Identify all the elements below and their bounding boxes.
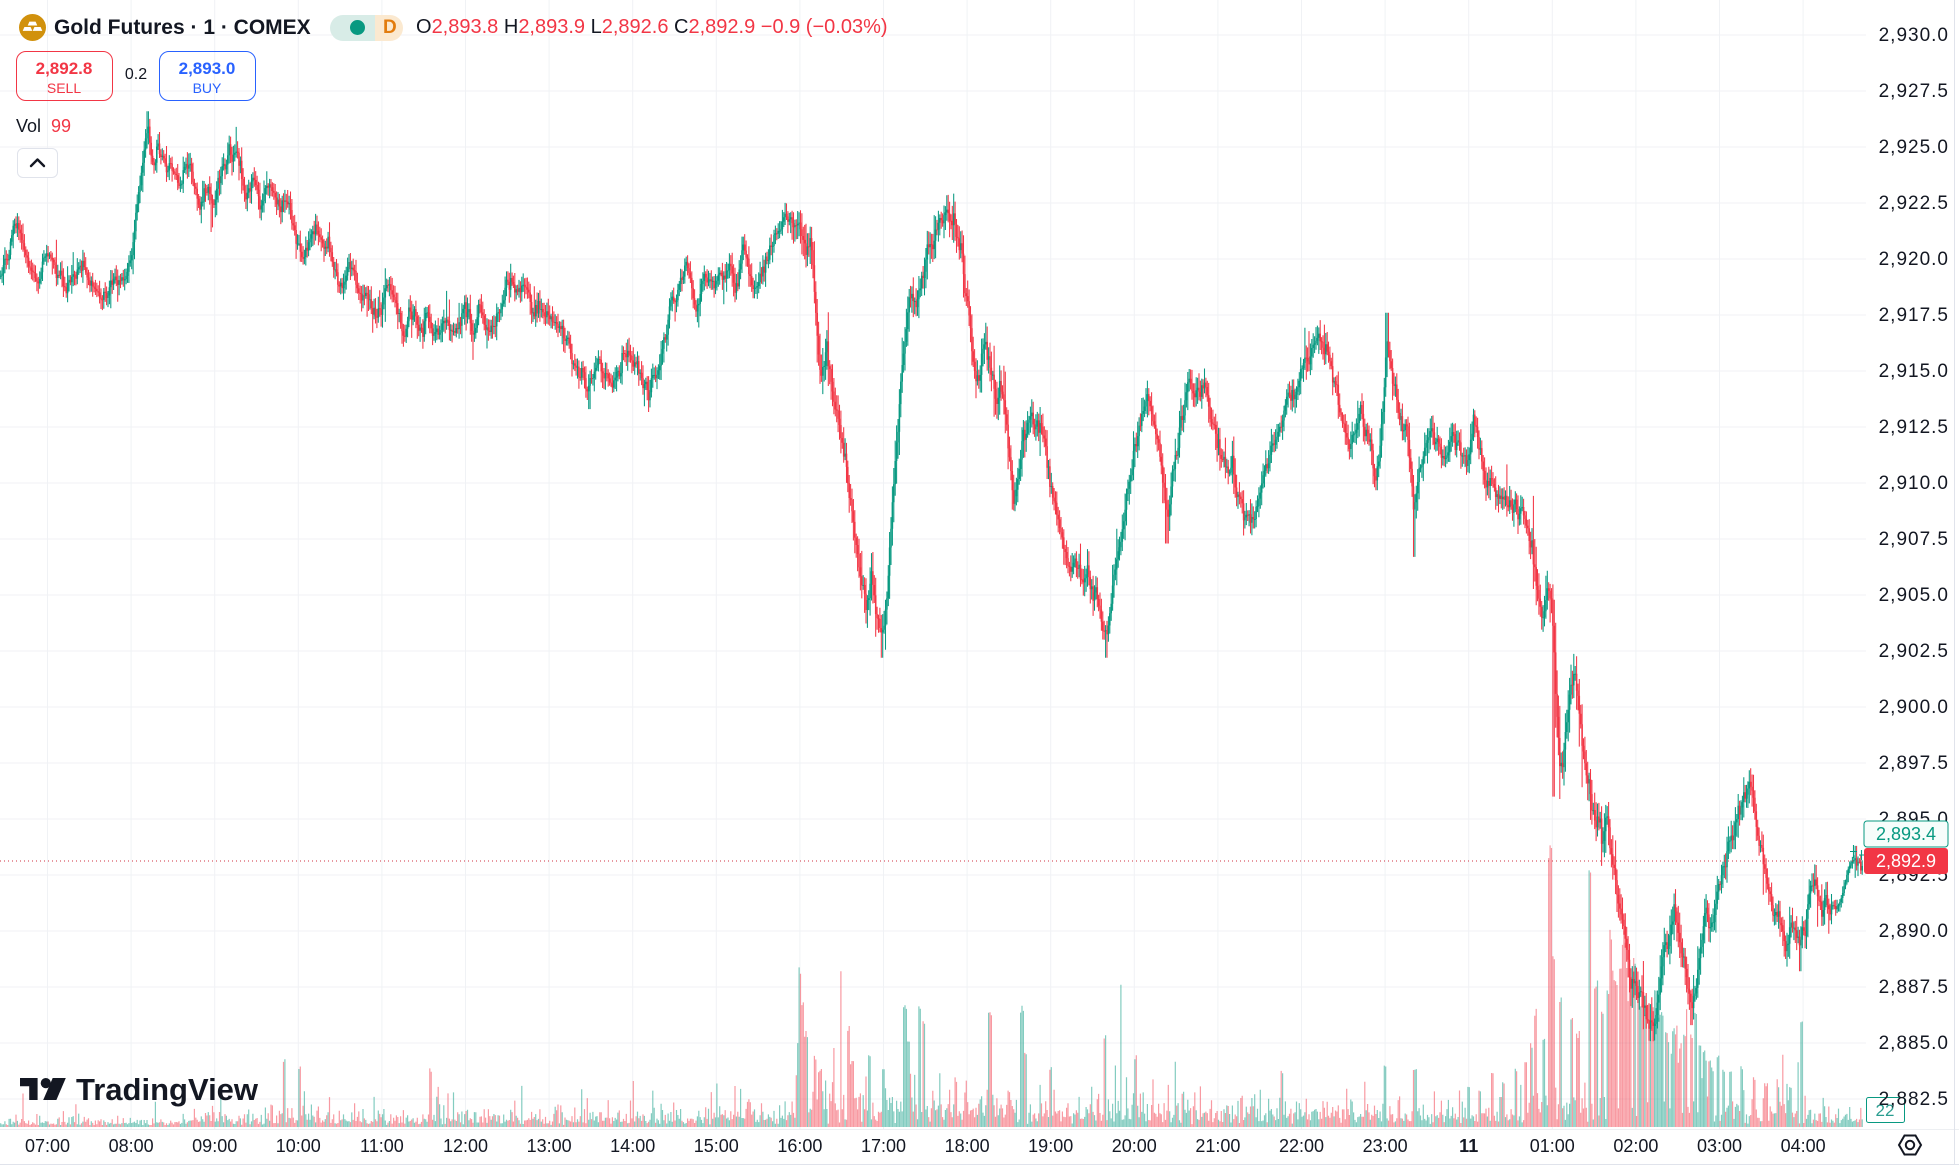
svg-text:02:00: 02:00: [1613, 1136, 1658, 1156]
svg-text:01:00: 01:00: [1530, 1136, 1575, 1156]
svg-text:2,900.0: 2,900.0: [1879, 697, 1949, 718]
svg-text:2,902.5: 2,902.5: [1879, 641, 1949, 662]
svg-text:2,917.5: 2,917.5: [1879, 305, 1949, 326]
svg-text:2,885.0: 2,885.0: [1879, 1033, 1949, 1054]
svg-text:13:00: 13:00: [527, 1136, 572, 1156]
svg-text:22: 22: [1876, 1101, 1895, 1120]
svg-text:18:00: 18:00: [945, 1136, 990, 1156]
svg-text:23:00: 23:00: [1363, 1136, 1408, 1156]
svg-text:2,905.0: 2,905.0: [1879, 585, 1949, 606]
svg-text:2,927.5: 2,927.5: [1879, 81, 1949, 102]
svg-text:12:00: 12:00: [443, 1136, 488, 1156]
svg-text:07:00: 07:00: [25, 1136, 70, 1156]
svg-text:09:00: 09:00: [192, 1136, 237, 1156]
svg-text:16:00: 16:00: [777, 1136, 822, 1156]
svg-text:08:00: 08:00: [109, 1136, 154, 1156]
svg-text:21:00: 21:00: [1195, 1136, 1240, 1156]
svg-text:2,893.4: 2,893.4: [1876, 824, 1936, 844]
svg-text:2,890.0: 2,890.0: [1879, 921, 1949, 942]
svg-text:2,925.0: 2,925.0: [1879, 137, 1949, 158]
svg-text:10:00: 10:00: [276, 1136, 321, 1156]
svg-text:2,920.0: 2,920.0: [1879, 249, 1949, 270]
svg-text:17:00: 17:00: [861, 1136, 906, 1156]
svg-text:2,887.5: 2,887.5: [1879, 977, 1949, 998]
svg-text:2,907.5: 2,907.5: [1879, 529, 1949, 550]
svg-text:19:00: 19:00: [1028, 1136, 1073, 1156]
svg-text:20:00: 20:00: [1112, 1136, 1157, 1156]
svg-text:11: 11: [1459, 1136, 1478, 1156]
svg-text:14:00: 14:00: [610, 1136, 655, 1156]
svg-text:2,930.0: 2,930.0: [1879, 25, 1949, 46]
svg-text:2,910.0: 2,910.0: [1879, 473, 1949, 494]
svg-text:2,882.5: 2,882.5: [1879, 1089, 1949, 1110]
svg-text:22:00: 22:00: [1279, 1136, 1324, 1156]
svg-text:TradingView: TradingView: [76, 1077, 259, 1107]
svg-text:03:00: 03:00: [1697, 1136, 1742, 1156]
svg-text:11:00: 11:00: [360, 1136, 404, 1156]
svg-text:2,892.9: 2,892.9: [1876, 851, 1936, 871]
svg-text:2,897.5: 2,897.5: [1879, 753, 1949, 774]
svg-text:04:00: 04:00: [1781, 1136, 1826, 1156]
svg-text:2,912.5: 2,912.5: [1879, 417, 1949, 438]
svg-text:2,915.0: 2,915.0: [1879, 361, 1949, 382]
svg-text:15:00: 15:00: [694, 1136, 739, 1156]
svg-text:2,922.5: 2,922.5: [1879, 193, 1949, 214]
